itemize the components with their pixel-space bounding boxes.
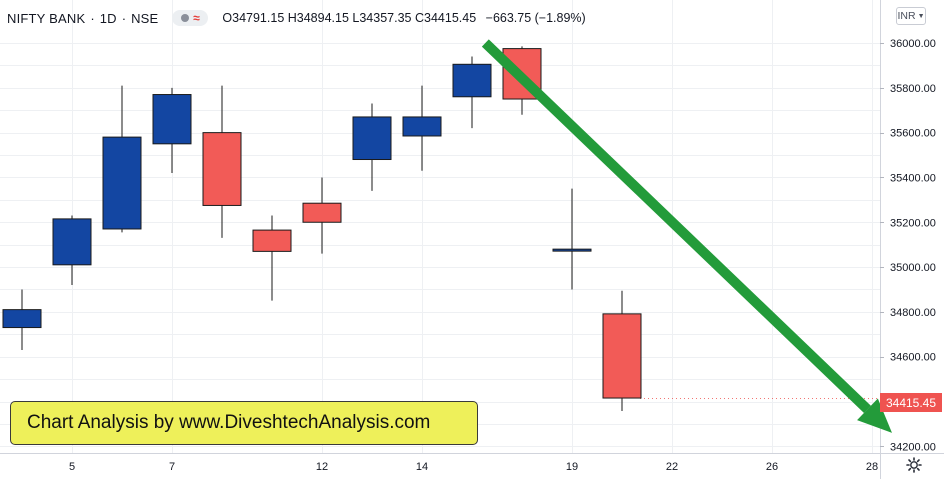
exchange-label: NSE xyxy=(131,10,159,26)
chevron-down-icon: ▼ xyxy=(917,12,925,20)
time-tick-label: 12 xyxy=(316,461,328,473)
watermark-text: Chart Analysis by www.DiveshtechAnalysis… xyxy=(27,412,431,433)
time-tick-label: 14 xyxy=(416,461,428,473)
symbol-name[interactable]: NIFTY BANK xyxy=(7,10,86,26)
candle-body xyxy=(602,313,642,399)
time-tick-label: 26 xyxy=(766,461,778,473)
interval-label[interactable]: 1D xyxy=(99,10,117,26)
candle[interactable] xyxy=(452,56,492,129)
candle[interactable] xyxy=(2,289,42,350)
price-tick-label: 34800.00 xyxy=(890,307,936,319)
legend-separator: · xyxy=(90,10,95,26)
low-value: L34357.35 xyxy=(352,11,412,25)
settings-button[interactable] xyxy=(905,456,923,474)
price-tick-label: 36000.00 xyxy=(890,38,936,50)
time-tick-label: 28 xyxy=(866,461,878,473)
candle-body xyxy=(102,136,142,230)
candle[interactable] xyxy=(602,290,642,412)
candle[interactable] xyxy=(52,215,92,285)
candle-body xyxy=(552,248,592,252)
time-tick-label: 22 xyxy=(666,461,678,473)
currency-button[interactable]: INR ▼ xyxy=(896,7,926,25)
candle-body xyxy=(152,94,192,145)
change-value: −663.75 (−1.89%) xyxy=(485,11,586,25)
price-tick-label: 35000.00 xyxy=(890,262,936,274)
time-tick-label: 7 xyxy=(169,461,175,473)
candle-body xyxy=(202,132,242,206)
candle[interactable] xyxy=(302,177,342,254)
trend-arrow xyxy=(481,39,892,433)
ohlc-values: O34791.15 H34894.15 L34357.35 C34415.45 … xyxy=(222,11,585,25)
candle[interactable] xyxy=(102,85,142,233)
candle-body xyxy=(452,63,492,98)
price-tick-label: 35200.00 xyxy=(890,217,936,229)
candle-body xyxy=(402,116,442,137)
last-price-badge: 34415.45 xyxy=(880,393,942,412)
price-tick-label: 35800.00 xyxy=(890,83,936,95)
watermark-banner: Chart Analysis by www.DiveshtechAnalysis… xyxy=(10,401,478,445)
gear-icon xyxy=(906,457,922,473)
candle-body xyxy=(302,202,342,223)
candle-body xyxy=(52,218,92,266)
dot-icon xyxy=(181,14,190,22)
legend-toggle-button[interactable]: ≈ xyxy=(172,10,209,26)
candle[interactable] xyxy=(252,215,292,301)
candle[interactable] xyxy=(552,188,592,290)
wave-icon: ≈ xyxy=(193,11,200,25)
open-value: O34791.15 xyxy=(222,11,285,25)
close-value: C34415.45 xyxy=(414,11,477,25)
candles[interactable] xyxy=(2,46,642,412)
arrow-head-icon xyxy=(857,398,892,433)
price-tick-label: 35400.00 xyxy=(890,172,936,184)
legend-separator: · xyxy=(121,10,127,26)
candle-body xyxy=(252,229,292,252)
candle[interactable] xyxy=(152,87,192,173)
time-tick-label: 5 xyxy=(69,461,75,473)
price-tick-label: 34200.00 xyxy=(890,441,936,453)
candle-body xyxy=(2,309,42,329)
symbol-legend: NIFTY BANK · 1D · NSE ≈ O34791.15 H34894… xyxy=(7,9,586,27)
time-tick-label: 19 xyxy=(566,461,578,473)
last-price-label: 34415.45 xyxy=(885,395,937,410)
candle-body xyxy=(352,116,392,161)
candle[interactable] xyxy=(402,85,442,171)
arrow-shaft xyxy=(481,39,871,413)
price-tick-label: 35600.00 xyxy=(890,128,936,140)
price-tick-label: 34600.00 xyxy=(890,352,936,364)
candle[interactable] xyxy=(202,85,242,238)
currency-label: INR xyxy=(897,10,916,22)
high-value: H34894.15 xyxy=(287,11,349,25)
candle[interactable] xyxy=(352,103,392,191)
